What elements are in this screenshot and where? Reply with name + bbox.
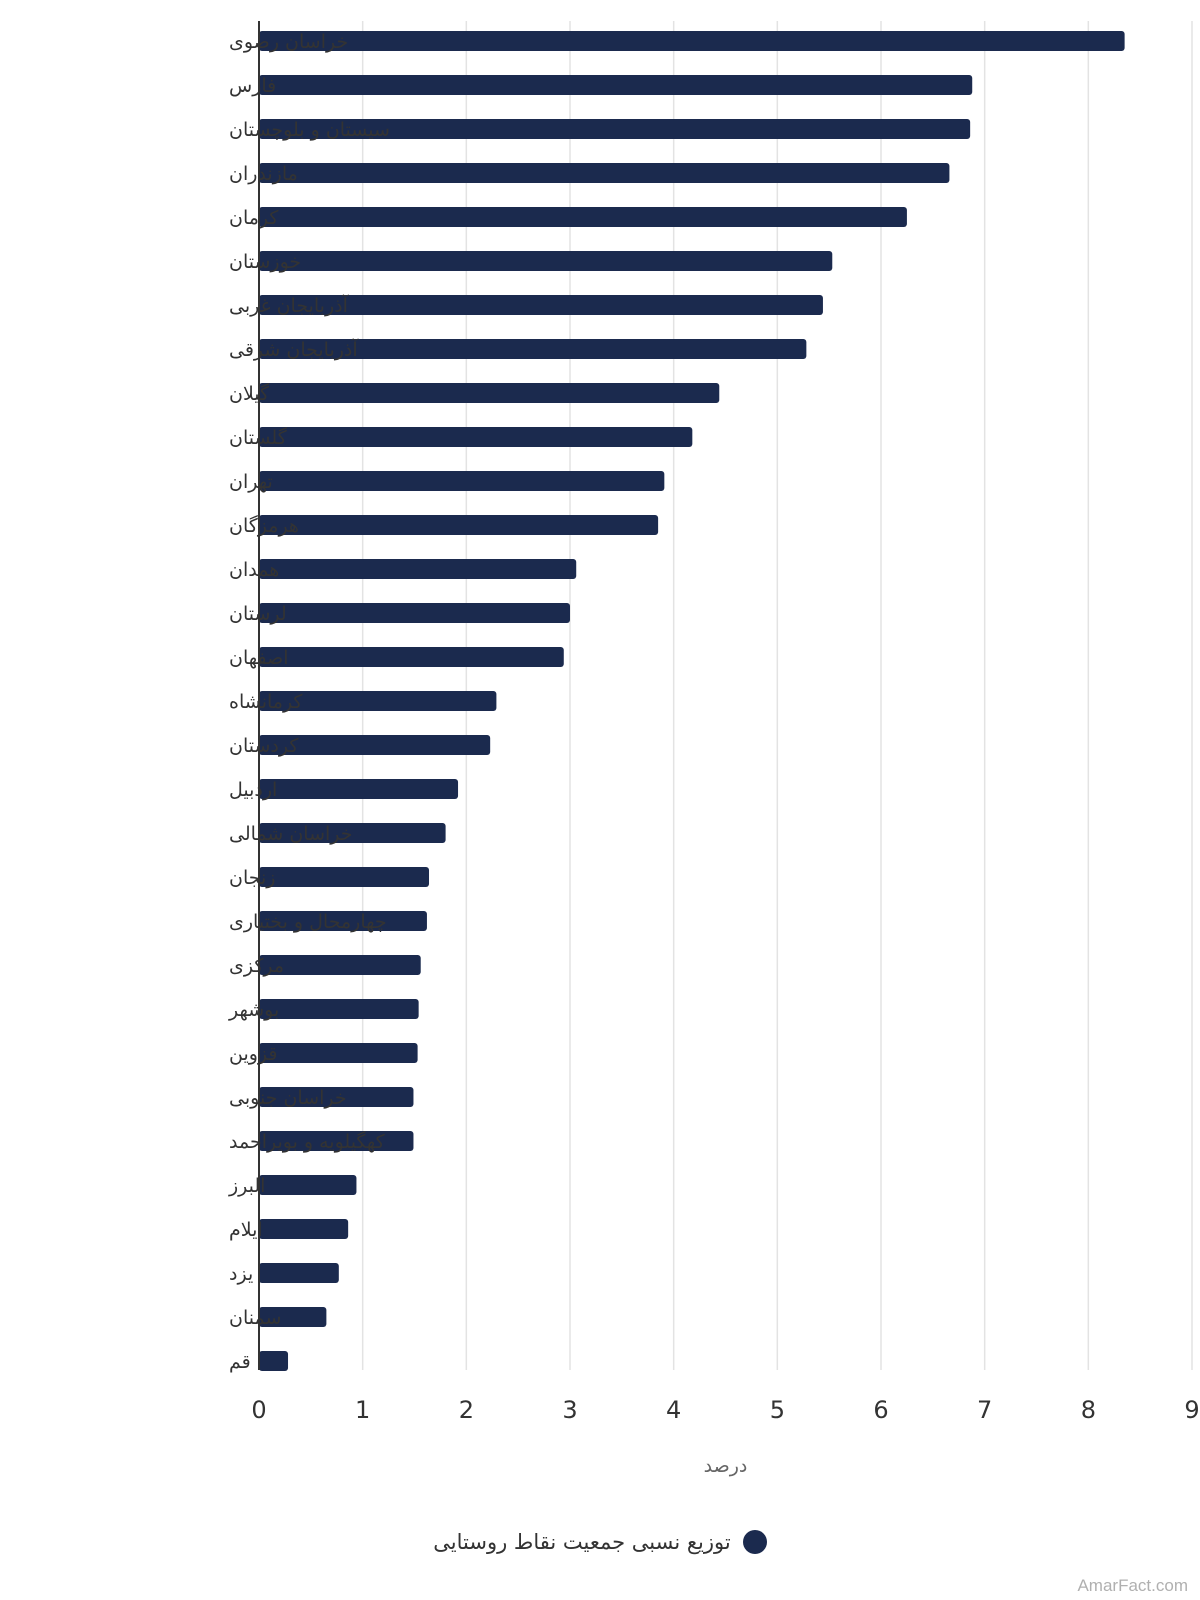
bar-chart: 0 1 2 3 4 5 6 7 8 9 خراسان رضوی فارس سیستان و بلوچست… [228,21,1200,1477]
bar [259,75,973,95]
bar [259,735,491,755]
x-tick-label: 7 [977,1396,992,1424]
bar [259,515,659,535]
category-label: سیستان و بلوچستان [229,119,390,141]
category-label: کردستان [229,735,299,757]
legend-item[interactable]: توزیع نسبی جمعیت نقاط روستایی [433,1530,767,1554]
category-label: قم [229,1351,251,1373]
bar [259,691,497,711]
bar [259,31,1125,51]
bar [259,471,665,491]
bar [259,427,693,447]
category-label: چهارمحال و بختیاری [229,911,387,933]
category-label: فارس [229,75,276,97]
x-tick-label: 1 [355,1396,370,1424]
x-tick-label: 0 [251,1396,266,1424]
category-label: سمنان [229,1307,281,1329]
category-label: مرکزی [229,955,284,977]
bar [259,295,823,315]
category-label: همدان [229,559,279,581]
bar [259,1131,414,1151]
bar [259,207,907,227]
category-label: ایلام [229,1219,263,1241]
bar [259,999,419,1019]
bar [259,163,950,183]
legend: توزیع نسبی جمعیت نقاط روستایی [0,1530,1200,1559]
bar [259,339,807,359]
bar [259,251,833,271]
category-label: هرمزگان [229,514,299,537]
category-label: خراسان جنوبی [229,1087,347,1109]
source-credit: AmarFact.com [1077,1576,1188,1595]
legend-label: توزیع نسبی جمعیت نقاط روستایی [433,1530,731,1554]
bar [259,1175,357,1195]
category-label: البرز [228,1175,265,1197]
x-tick-label: 9 [1184,1396,1199,1424]
bar [259,647,564,667]
x-tick-label: 2 [459,1396,474,1424]
bar [259,1351,289,1371]
category-label: آذربایجان غربی [229,293,349,317]
bar [259,823,446,843]
bar [259,119,971,139]
bar [259,779,459,799]
bar [259,603,570,623]
category-label: کهگیلویه و بویراحمد [229,1130,386,1153]
category-label: خراسان شمالی [229,823,353,845]
bar [259,559,577,579]
bar [259,1219,349,1239]
legend-marker [742,1530,767,1554]
bar [259,955,421,975]
category-label: اردبیل [229,779,277,801]
category-label: گیلان [229,382,270,405]
bar [259,867,430,887]
x-tick-label: 8 [1081,1396,1096,1424]
x-tick-label: 3 [562,1396,577,1424]
x-axis-title: درصد [704,1455,748,1477]
bar [259,1087,414,1107]
bar [259,1307,327,1327]
category-label: تهران [229,471,273,493]
x-tick-label: 6 [873,1396,888,1424]
category-label: مازندران [229,163,298,185]
category-label: لرستان [229,603,287,625]
x-tick-label: 5 [770,1396,785,1424]
category-label: کرمانشاه [229,691,303,713]
category-label: خراسان رضوی [229,31,348,53]
bar [259,1043,418,1063]
bar [259,383,720,403]
category-label: زنجان [229,867,275,889]
category-label: یزد [229,1263,253,1285]
x-tick-label: 4 [666,1396,681,1424]
category-label: قزوین [229,1043,278,1065]
bar [259,911,427,931]
category-label: بوشهر [228,999,279,1021]
category-label: خوزستان [229,251,301,273]
category-label: کرمان [229,207,279,229]
category-label: آذربایجان شرقی [229,337,358,361]
bar [259,1263,339,1283]
